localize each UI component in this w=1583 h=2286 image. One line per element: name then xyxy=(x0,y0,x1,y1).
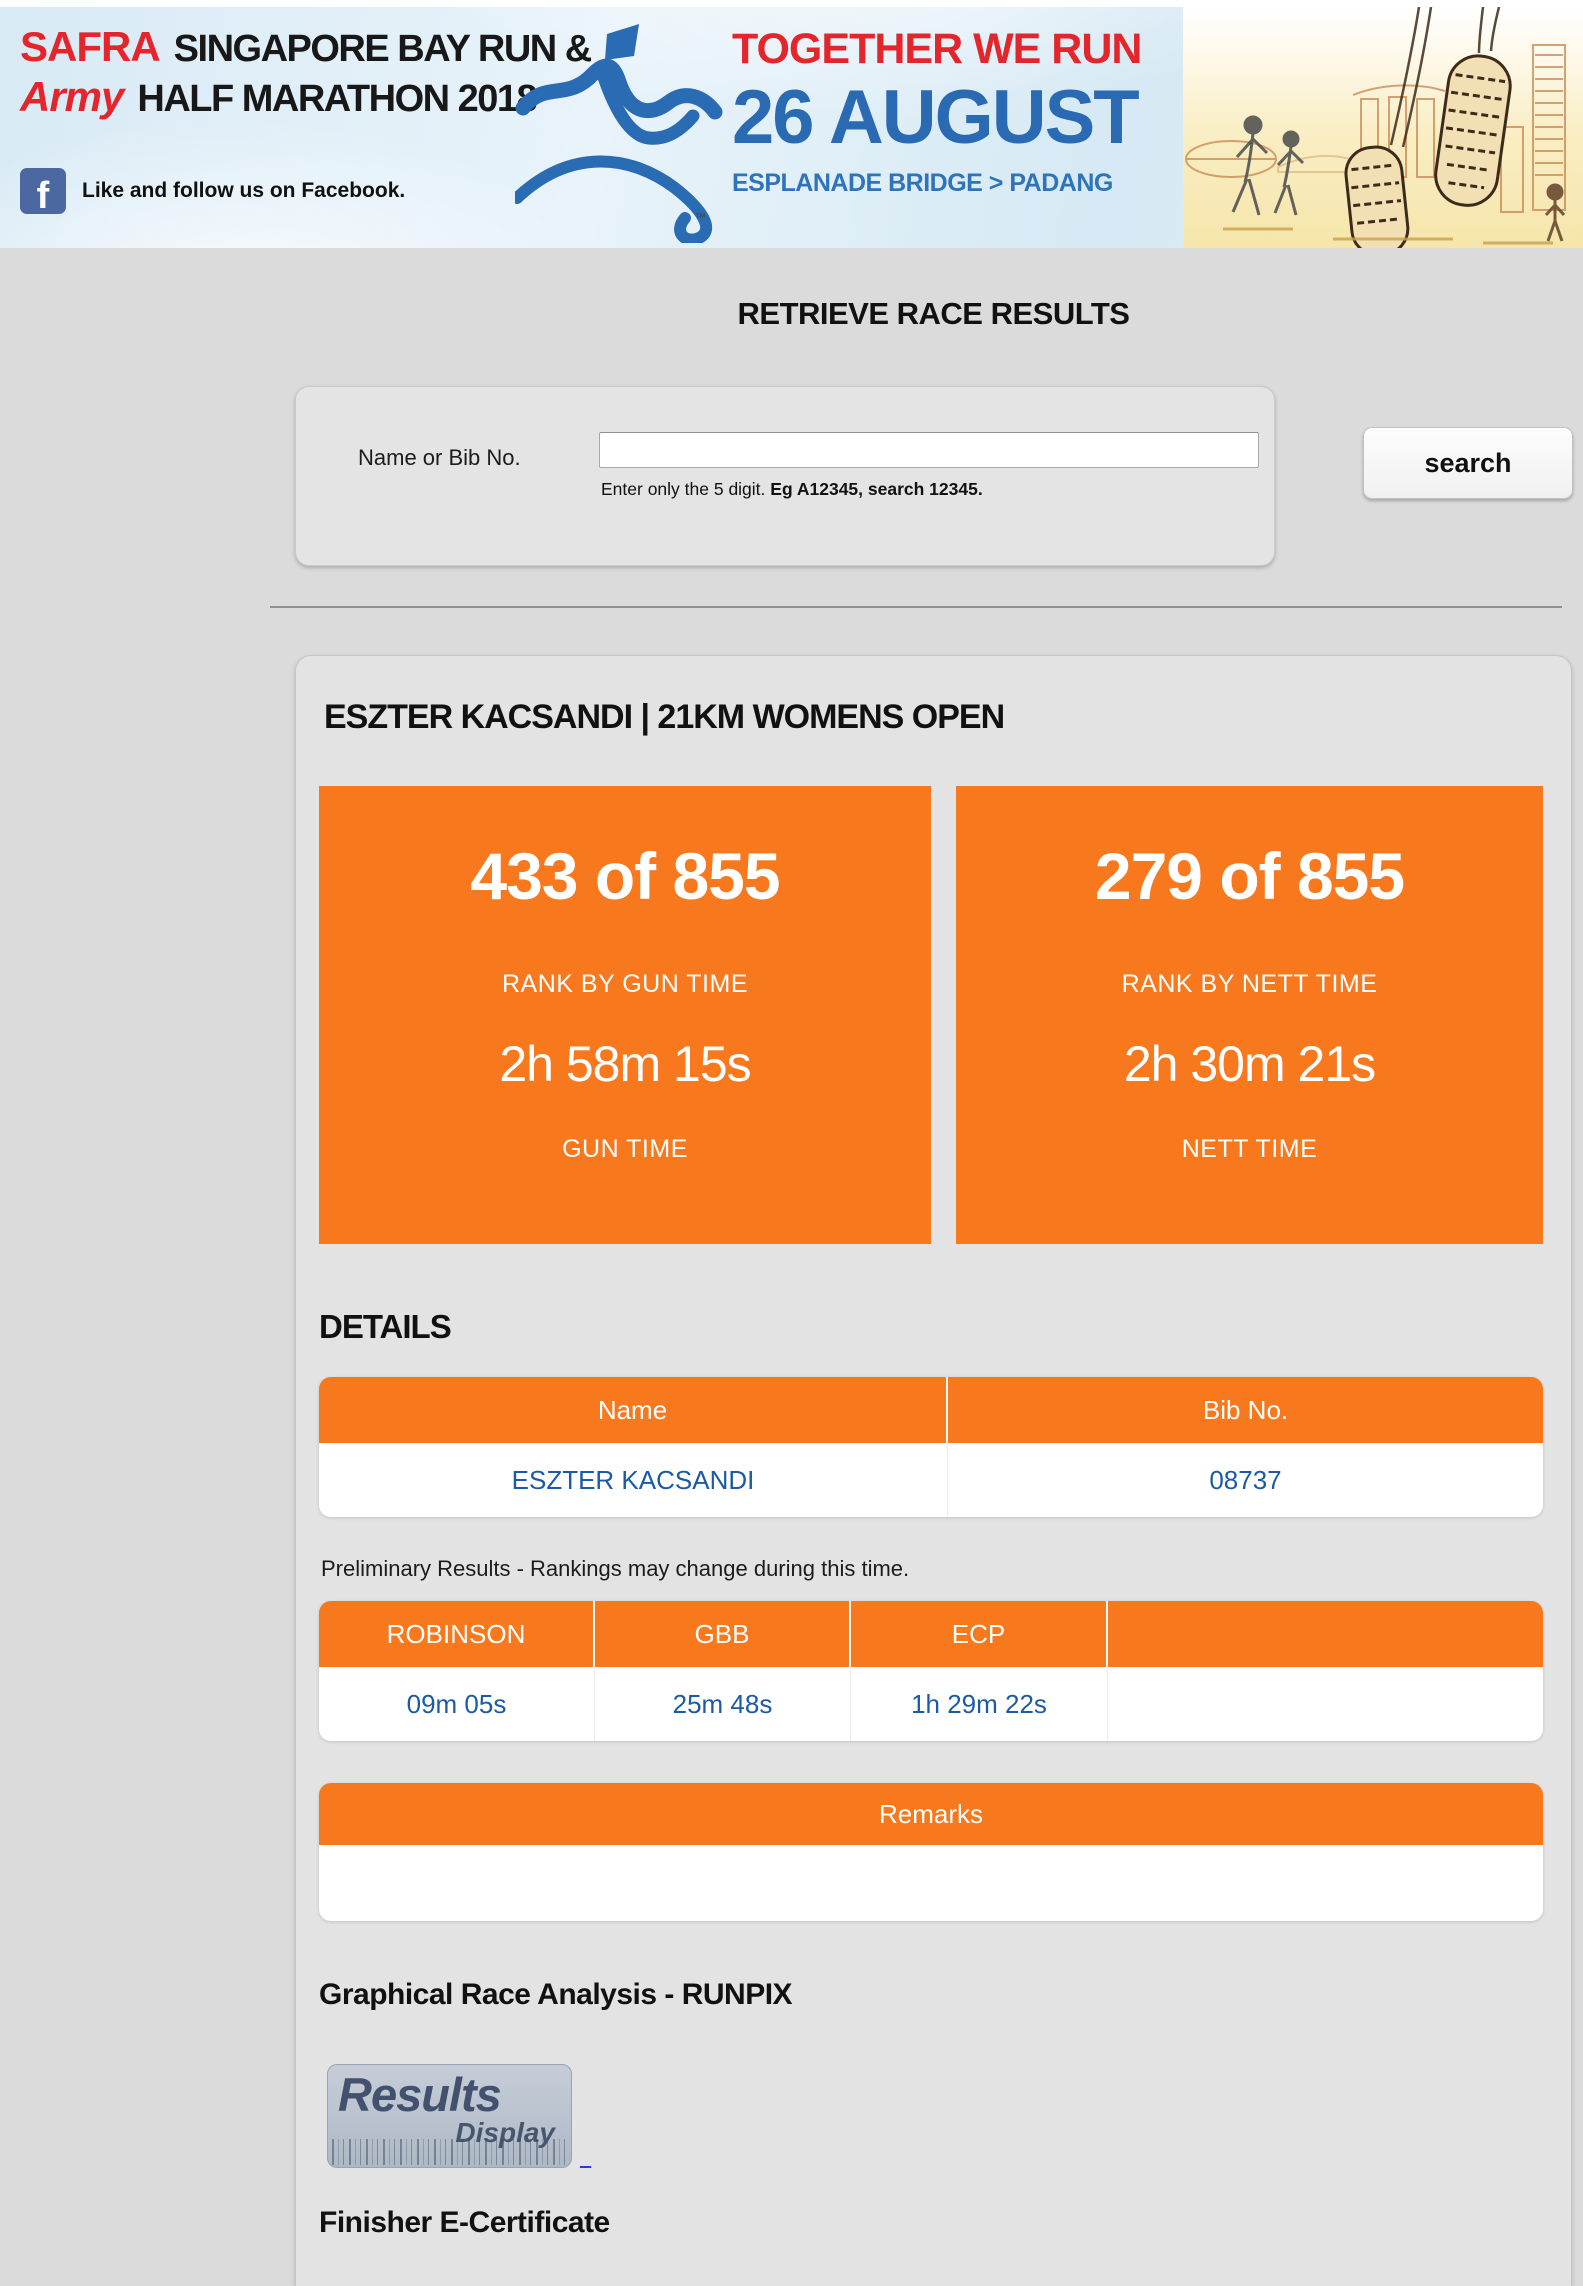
search-input[interactable] xyxy=(599,432,1259,468)
facebook-banner-link[interactable]: f Like and follow us on Facebook. xyxy=(20,168,405,214)
splits-col-empty xyxy=(1108,1601,1543,1667)
splits-col-robinson: ROBINSON xyxy=(319,1601,595,1667)
splits-table-header: ROBINSON GBB ECP xyxy=(319,1601,1543,1667)
splits-gbb-value: 25m 48s xyxy=(595,1667,851,1741)
details-table-header: Name Bib No. xyxy=(319,1377,1543,1443)
details-table-row: ESZTER KACSANDI 08737 xyxy=(319,1443,1543,1517)
runpix-link[interactable]: _ xyxy=(580,2148,592,2170)
remarks-header-label: Remarks xyxy=(878,1798,983,1829)
remarks-value xyxy=(319,1845,1543,1921)
splits-empty-value xyxy=(1108,1667,1543,1741)
splits-table-row: 09m 05s 25m 48s 1h 29m 22s xyxy=(319,1667,1543,1741)
search-help-plain: Enter only the 5 digit. xyxy=(601,479,771,499)
event-tagline: TOGETHER WE RUN xyxy=(732,25,1142,73)
search-panel: Name or Bib No. Enter only the 5 digit. … xyxy=(295,386,1275,566)
page-title: RETRIEVE RACE RESULTS xyxy=(737,296,1130,331)
runner-swoosh-icon xyxy=(515,24,723,243)
search-button[interactable]: search xyxy=(1363,427,1573,499)
splits-col-ecp: ECP xyxy=(851,1601,1108,1667)
gun-rank-value: 433 of 855 xyxy=(470,839,780,913)
trademark-mark: ™ xyxy=(695,212,706,224)
logo-safra-text: SAFRA xyxy=(20,23,161,70)
section-divider xyxy=(270,606,1562,608)
details-table: Name Bib No. ESZTER KACSANDI 08737 xyxy=(319,1377,1543,1517)
nett-time-label: NETT TIME xyxy=(1181,1135,1318,1163)
facebook-icon[interactable]: f xyxy=(20,168,66,214)
search-label: Name or Bib No. xyxy=(358,445,521,470)
nett-time-value: 2h 30m 21s xyxy=(1123,1036,1376,1092)
splits-col-gbb: GBB xyxy=(595,1601,851,1667)
banner-top-strip xyxy=(0,0,1583,7)
ecert-heading: Finisher E-Certificate xyxy=(319,2206,610,2239)
details-heading: DETAILS xyxy=(319,1308,452,1345)
result-title: ESZTER KACSANDI | 21KM WOMENS OPEN xyxy=(324,698,1005,736)
splits-table: ROBINSON GBB ECP 09m 05s 25m 48s 1h 29m … xyxy=(319,1601,1543,1741)
barcode-graphic xyxy=(332,2139,567,2165)
event-banner: SAFRA SINGAPORE BAY RUN & Army HALF MARA… xyxy=(0,0,1583,248)
logo-line1: SINGAPORE BAY RUN & xyxy=(173,28,593,70)
nett-time-stat-box: 279 of 855 RANK BY NETT TIME 2h 30m 21s … xyxy=(956,786,1543,1244)
nett-rank-value: 279 of 855 xyxy=(1094,839,1405,913)
search-help-example: Eg A12345, search 12345. xyxy=(770,479,983,499)
facebook-label: Like and follow us on Facebook. xyxy=(82,179,406,202)
event-date: 26 AUGUST xyxy=(732,75,1140,160)
logo-line2: HALF MARATHON 2018 xyxy=(137,78,537,120)
nett-rank-label: RANK BY NETT TIME xyxy=(1121,970,1378,998)
logo-army-text: Army xyxy=(20,73,124,120)
remarks-table-header: Remarks xyxy=(319,1783,1543,1845)
header-illustration xyxy=(1183,7,1583,248)
gun-time-value: 2h 58m 15s xyxy=(499,1036,751,1092)
details-bib-value: 08737 xyxy=(1209,1464,1282,1495)
safra-army-logo: SAFRA SINGAPORE BAY RUN & Army HALF MARA… xyxy=(20,23,593,126)
preliminary-note: Preliminary Results - Rankings may chang… xyxy=(321,1556,910,1581)
splits-ecp-value: 1h 29m 22s xyxy=(851,1667,1108,1741)
runpix-heading: Graphical Race Analysis - RUNPIX xyxy=(319,1978,793,2011)
event-text-block: TOGETHER WE RUN 26 AUGUST ESPLANADE BRID… xyxy=(732,25,1142,197)
results-display-button[interactable]: Results Display xyxy=(327,2064,572,2168)
event-route: ESPLANADE BRIDGE > PADANG xyxy=(732,169,1113,197)
search-help-text: Enter only the 5 digit. Eg A12345, searc… xyxy=(601,479,983,500)
gun-time-label: GUN TIME xyxy=(562,1135,688,1163)
gun-rank-label: RANK BY GUN TIME xyxy=(501,970,748,998)
details-col-bib: Bib No. xyxy=(1202,1394,1289,1425)
details-col-name: Name xyxy=(319,1377,948,1443)
results-display-line2: Display xyxy=(455,2117,555,2148)
result-card: ESZTER KACSANDI | 21KM WOMENS OPEN 433 o… xyxy=(295,655,1572,2286)
remarks-table: Remarks xyxy=(319,1783,1543,1921)
remarks-table-row xyxy=(319,1845,1543,1921)
details-name-value: ESZTER KACSANDI xyxy=(319,1443,948,1517)
splits-robinson-value: 09m 05s xyxy=(319,1667,595,1741)
gun-time-stat-box: 433 of 855 RANK BY GUN TIME 2h 58m 15s G… xyxy=(319,786,931,1244)
results-display-line1: Results xyxy=(338,2068,502,2121)
